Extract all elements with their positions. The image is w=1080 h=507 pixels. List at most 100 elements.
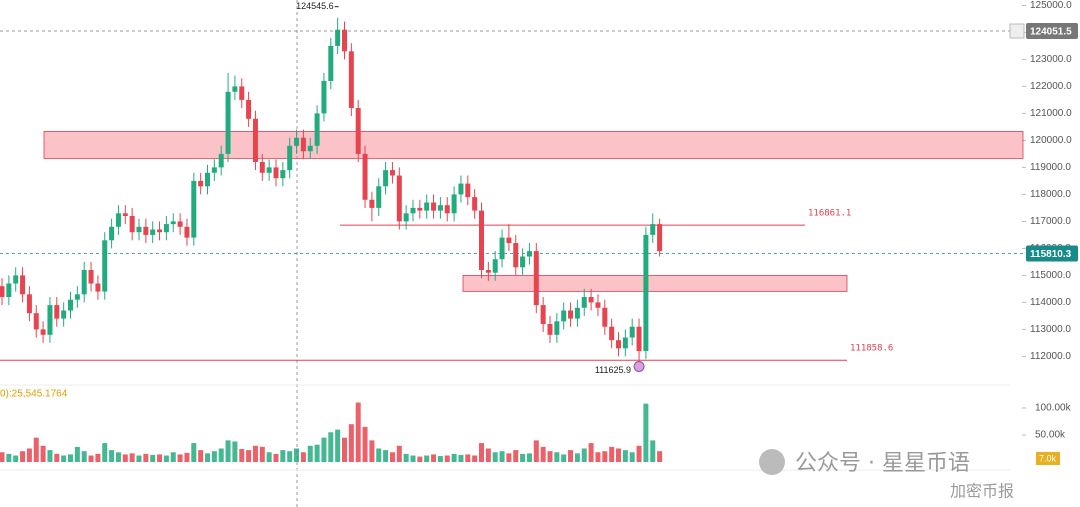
candle-body (33, 313, 39, 330)
candle-body (616, 340, 621, 349)
y-tick-label: 121000.0 (1030, 108, 1072, 119)
candle-body (47, 305, 53, 335)
add-button[interactable] (1009, 23, 1025, 39)
candle-body (629, 326, 635, 338)
volume-bar (540, 446, 546, 462)
candle-body (376, 186, 382, 208)
candle-body (300, 137, 306, 152)
volume-bar (485, 448, 491, 462)
volume-bar (657, 451, 663, 462)
candle-body (622, 337, 628, 349)
volume-bar (198, 450, 204, 462)
price-tag-box (1026, 245, 1078, 262)
candle-body (396, 175, 402, 222)
volume-bar (362, 426, 368, 462)
volume-bar (643, 403, 649, 462)
candle-body (280, 170, 286, 179)
volume-bar (444, 455, 450, 462)
candle-body (650, 224, 656, 235)
candle-body (129, 216, 135, 233)
volume-bar (109, 450, 115, 462)
candle-body (472, 197, 478, 211)
volume-bar (129, 453, 135, 462)
volume-bar (68, 454, 73, 462)
candle-body (520, 256, 526, 268)
volume-bar (451, 453, 457, 462)
y-tick-label: 112000.0 (1030, 351, 1071, 362)
volume-bar (205, 453, 210, 462)
y-tick-label: 113000.0 (1030, 324, 1071, 335)
candle-body (88, 270, 94, 284)
candle-body (568, 310, 574, 319)
volume-bar (417, 456, 423, 462)
candle-body (314, 113, 320, 146)
y-tick-label: 123000.0 (1030, 54, 1072, 65)
y-tick-label: 122000.0 (1030, 81, 1072, 92)
candle-body (369, 199, 375, 208)
y-tick-label: 119000.0 (1030, 162, 1071, 173)
volume-bar (499, 451, 505, 462)
volume-tag-box (1036, 452, 1060, 465)
volume-bar (321, 437, 327, 462)
price-tag: 115810.3 (1030, 249, 1072, 260)
volume-bar (479, 443, 484, 462)
wechat-icon (759, 449, 785, 475)
volume-bar (280, 450, 286, 462)
volume-bar (355, 402, 361, 462)
watermark-text: 公众号 · 星星币语 (795, 451, 970, 476)
candle-body (465, 183, 471, 198)
candle-body (211, 167, 217, 173)
candle-body (157, 229, 163, 233)
candle-body (198, 180, 204, 187)
candle-body (266, 167, 272, 173)
candle-body (533, 251, 539, 306)
volume-bar (54, 453, 60, 462)
candle-body (81, 270, 87, 295)
candle-body (383, 170, 389, 187)
volume-bar (431, 454, 437, 462)
volume-bar (369, 440, 375, 462)
volume-bar (526, 453, 532, 462)
level-label: 116861.1 (808, 209, 851, 219)
volume-bar (252, 445, 258, 462)
candle-body (389, 170, 395, 176)
candle-body (218, 153, 224, 168)
volume-bar (287, 451, 293, 462)
volume-bar (506, 453, 512, 462)
volume-bar (13, 455, 19, 462)
volume-bar (650, 440, 656, 462)
candle-body (458, 183, 464, 195)
candle-body (294, 137, 300, 146)
candle-body (417, 207, 423, 211)
candle-body (335, 29, 341, 46)
volume-bar (588, 443, 594, 462)
y-tick-label: 50.00k (1035, 430, 1066, 441)
candle-body (554, 321, 560, 335)
candle-body (485, 270, 491, 273)
zone (462, 274, 848, 292)
candle-body (307, 145, 313, 152)
candle-body (657, 224, 663, 252)
volume-bar (533, 440, 539, 462)
volume-bar (437, 456, 443, 462)
candle-body (424, 202, 430, 211)
y-tick-label: 120000.0 (1030, 135, 1072, 146)
volume-bar (170, 452, 176, 462)
candle-body (143, 226, 149, 235)
candle-body (355, 108, 361, 154)
candle-body (163, 224, 169, 233)
volume-bar (520, 453, 526, 462)
candle-body (102, 240, 108, 292)
candle-body (643, 234, 649, 351)
volume-bar (157, 454, 163, 462)
candle-body (54, 305, 60, 319)
candle-body (232, 86, 238, 92)
volume-bar (465, 454, 471, 462)
candle-body (540, 305, 546, 324)
volume-bar (561, 454, 567, 462)
candle-body (136, 226, 142, 233)
volume-bar (232, 441, 238, 462)
candle-body (602, 307, 608, 327)
low-annotation: 111625.9 (595, 365, 631, 375)
volume-bar (472, 455, 478, 462)
